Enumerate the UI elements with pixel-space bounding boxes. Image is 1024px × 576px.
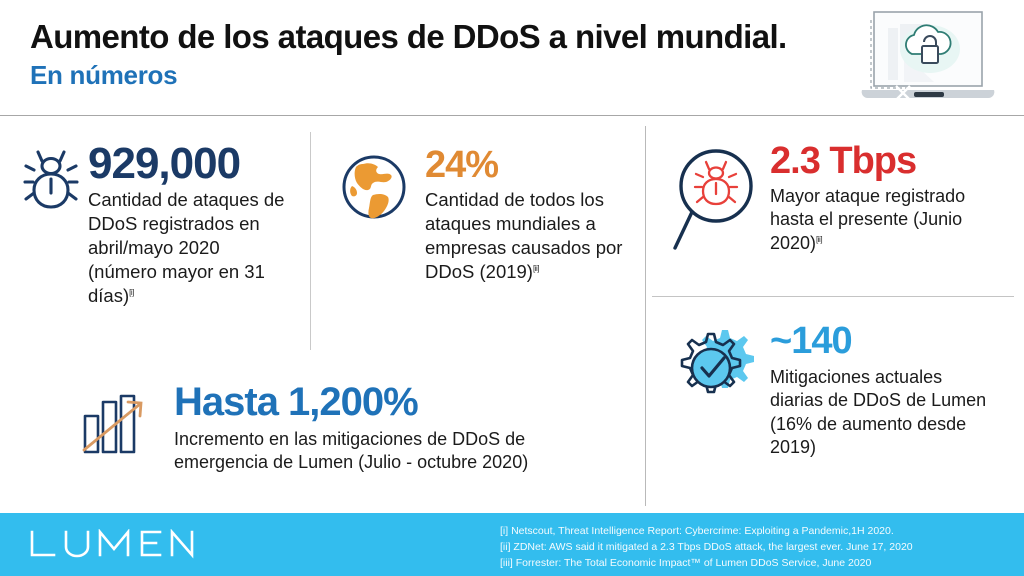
magnifier-bug-icon [672, 144, 758, 259]
vertical-divider-left-column [310, 132, 311, 350]
stat-description: Cantidad de todos los ataques mundiales … [425, 188, 625, 284]
stat-value: ~140 [770, 320, 853, 362]
stat-value: 929,000 [88, 139, 241, 188]
citation-item: [iii] Forrester: The Total Economic Impa… [500, 556, 872, 569]
stat-body: Hasta 1,200% Incremento en las mitigacio… [174, 382, 614, 475]
stat-footnote: [ii] [532, 263, 540, 273]
vertical-divider-main [645, 126, 646, 506]
stat-body: 2.3 Tbps Mayor ataque registrado hasta e… [770, 142, 1002, 255]
stat-body: 24% Cantidad de todos los ataques mundia… [425, 146, 625, 284]
stat-description-text: Mitigaciones actuales diarias de DDoS de… [770, 367, 987, 458]
bug-icon [22, 148, 80, 215]
stat-description-text: Mayor ataque registrado hasta el present… [770, 186, 966, 253]
stat-body: ~140 Mitigaciones actuales diarias de DD… [770, 322, 1000, 460]
page-subtitle: En números [30, 60, 178, 90]
stat-description: Mitigaciones actuales diarias de DDoS de… [770, 366, 1000, 460]
stat-value: 24% [425, 144, 499, 186]
stat-block-global-share: 24% Cantidad de todos los ataques mundia… [335, 146, 635, 284]
header-divider [0, 115, 1024, 116]
stat-body: 929,000 Cantidad de ataques de DDoS regi… [88, 142, 288, 308]
gear-check-icon [672, 326, 758, 415]
citation-item: [ii] ZDNet: AWS said it mitigated a 2.3 … [500, 540, 913, 553]
bar-chart-growth-icon [78, 390, 158, 467]
citations-list: [i] Netscout, Threat Intelligence Report… [500, 524, 1020, 572]
citation-item: [i] Netscout, Threat Intelligence Report… [500, 525, 894, 537]
stat-block-largest-attack: 2.3 Tbps Mayor ataque registrado hasta e… [672, 142, 1012, 259]
stat-description-text: Cantidad de todos los ataques mundiales … [425, 189, 623, 283]
horizontal-divider-right-column [652, 296, 1014, 297]
stat-value: Hasta 1,200% [174, 380, 419, 424]
stat-description: Cantidad de ataques de DDoS registrados … [88, 188, 288, 308]
footer-bar: [i] Netscout, Threat Intelligence Report… [0, 513, 1024, 576]
page-title: Aumento de los ataques de DDoS a nivel m… [30, 18, 787, 55]
header: Aumento de los ataques de DDoS a nivel m… [0, 0, 1024, 116]
stat-description-text: Cantidad de ataques de DDoS registrados … [88, 189, 285, 307]
laptop-cloud-lock-icon [844, 6, 1012, 110]
globe-icon [335, 148, 413, 231]
stat-description: Mayor ataque registrado hasta el present… [770, 185, 1002, 255]
stat-description-text: Incremento en las mitigaciones de DDoS d… [174, 429, 529, 473]
stat-value: 2.3 Tbps [770, 140, 917, 182]
stat-description: Incremento en las mitigaciones de DDoS d… [174, 428, 614, 475]
stat-footnote: [ii] [816, 234, 823, 244]
stat-block-daily-mitigations: ~140 Mitigaciones actuales diarias de DD… [672, 322, 1012, 460]
stat-footnote: [i] [129, 288, 134, 298]
stat-block-attacks: 929,000 Cantidad de ataques de DDoS regi… [22, 142, 302, 308]
lumen-logo [28, 528, 198, 561]
stat-block-increase: Hasta 1,200% Incremento en las mitigacio… [78, 382, 638, 475]
